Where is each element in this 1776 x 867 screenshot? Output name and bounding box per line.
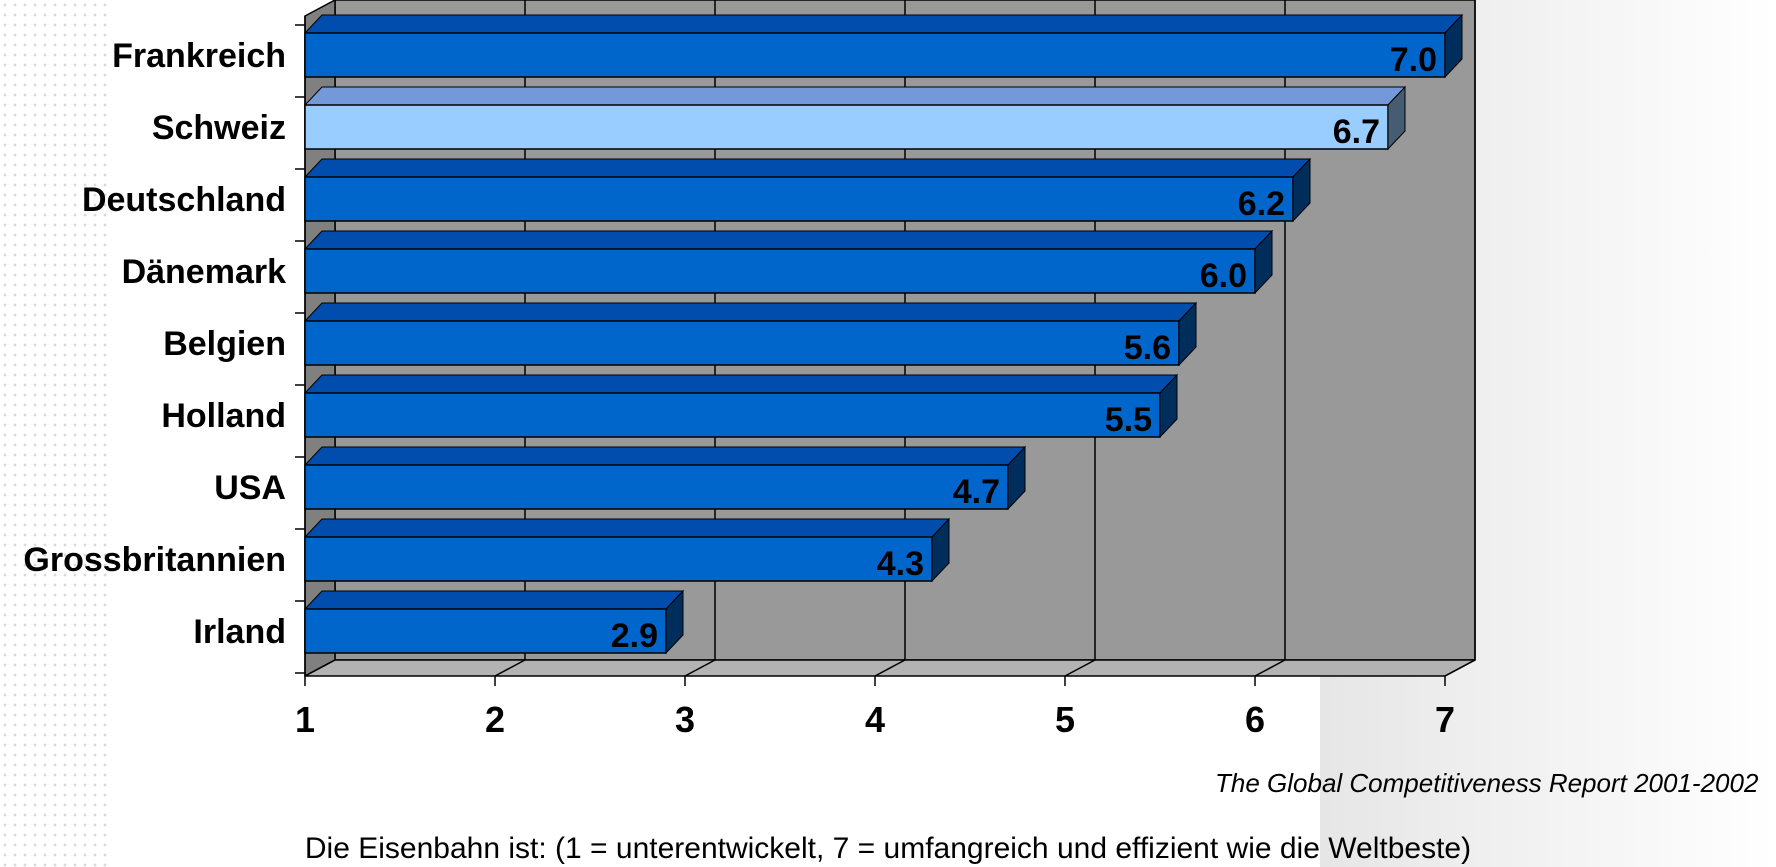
- category-label: Frankreich: [112, 37, 286, 75]
- floor-gridline: [684, 659, 716, 677]
- bar-value-label: 7.0: [1390, 41, 1437, 79]
- bars: 7.0 6.7 6.2 6.0 5.6 5.5 4.7 4.3 2.9: [303, 13, 1464, 655]
- bar: [303, 157, 1312, 223]
- bar-side-face: [1444, 13, 1463, 79]
- bar-value-label: 2.9: [611, 617, 658, 655]
- x-tick-label: 7: [1435, 699, 1455, 740]
- x-tick-label: 2: [485, 699, 505, 740]
- bar-top-face: [303, 86, 1407, 106]
- category-label: Holland: [161, 397, 286, 435]
- category-label: Schweiz: [152, 109, 286, 147]
- bar-top-face: [303, 374, 1179, 394]
- bar-side-face: [1007, 445, 1026, 511]
- bar-value-label: 4.7: [953, 473, 1000, 511]
- category-label: Irland: [193, 613, 286, 651]
- bar-top-face: [303, 446, 1027, 466]
- bar-side-face: [1292, 157, 1311, 223]
- bar-top-face: [303, 518, 951, 538]
- bar: [303, 85, 1407, 151]
- bar-value-label: 6.2: [1238, 185, 1285, 223]
- bar: [303, 13, 1464, 79]
- bar-front-face: [304, 536, 933, 582]
- bar-top-face: [303, 14, 1464, 34]
- bar-front-face: [304, 320, 1180, 366]
- bar-side-face: [665, 589, 684, 655]
- bar-side-face: [931, 517, 950, 583]
- bar-front-face: [304, 392, 1161, 438]
- category-label: Belgien: [163, 325, 286, 363]
- category-label: Grossbritannien: [23, 541, 286, 579]
- bar: [303, 517, 951, 583]
- bar-value-label: 6.7: [1333, 113, 1380, 151]
- bar-value-label: 5.5: [1105, 401, 1152, 439]
- bar: [303, 445, 1027, 511]
- x-axis-ticks: 1 2 3 4 5 6 7: [295, 676, 1455, 740]
- floor-gridline: [1254, 659, 1286, 677]
- bar-top-face: [303, 302, 1198, 322]
- source-note: The Global Competitiveness Report 2001-2…: [1215, 768, 1759, 798]
- bar-value-label: 6.0: [1200, 257, 1247, 295]
- category-labels: Frankreich Schweiz Deutschland Dänemark Belg…: [23, 37, 286, 651]
- bar-side-face: [1387, 85, 1406, 151]
- bar-front-face: [304, 176, 1294, 222]
- bar-front-face: [304, 32, 1446, 78]
- bar-top-face: [303, 158, 1312, 178]
- category-label: Dänemark: [122, 253, 287, 291]
- bar-front-face: [304, 248, 1256, 294]
- x-tick-label: 1: [295, 699, 315, 740]
- bar-value-label: 5.6: [1124, 329, 1171, 367]
- x-tick-label: 6: [1245, 699, 1265, 740]
- bar-front-face: [304, 608, 667, 654]
- x-tick-label: 3: [675, 699, 695, 740]
- bar-front-face: [304, 464, 1009, 510]
- floor-gridline: [1064, 659, 1096, 677]
- dotted-background-pattern: [0, 0, 110, 867]
- bar-front-face: [304, 104, 1389, 150]
- floor-gridline: [1444, 659, 1476, 677]
- x-axis-title: Die Eisenbahn ist: (1 = unterentwickelt,…: [304, 832, 1472, 865]
- floor-gridline: [304, 659, 336, 677]
- bar-value-label: 4.3: [877, 545, 924, 583]
- floor-gridline: [874, 659, 906, 677]
- bar: [303, 229, 1274, 295]
- bar-side-face: [1254, 229, 1273, 295]
- bar: [303, 373, 1179, 439]
- bar-side-face: [1159, 373, 1178, 439]
- bar-top-face: [303, 230, 1274, 250]
- bar: [303, 589, 685, 655]
- x-tick-label: 5: [1055, 699, 1075, 740]
- category-label: USA: [214, 469, 286, 507]
- bar-top-face: [303, 590, 685, 610]
- category-label: Deutschland: [82, 181, 286, 219]
- bar-side-face: [1178, 301, 1197, 367]
- x-tick-label: 4: [865, 699, 885, 740]
- bar: [303, 301, 1198, 367]
- floor-gridline: [494, 659, 526, 677]
